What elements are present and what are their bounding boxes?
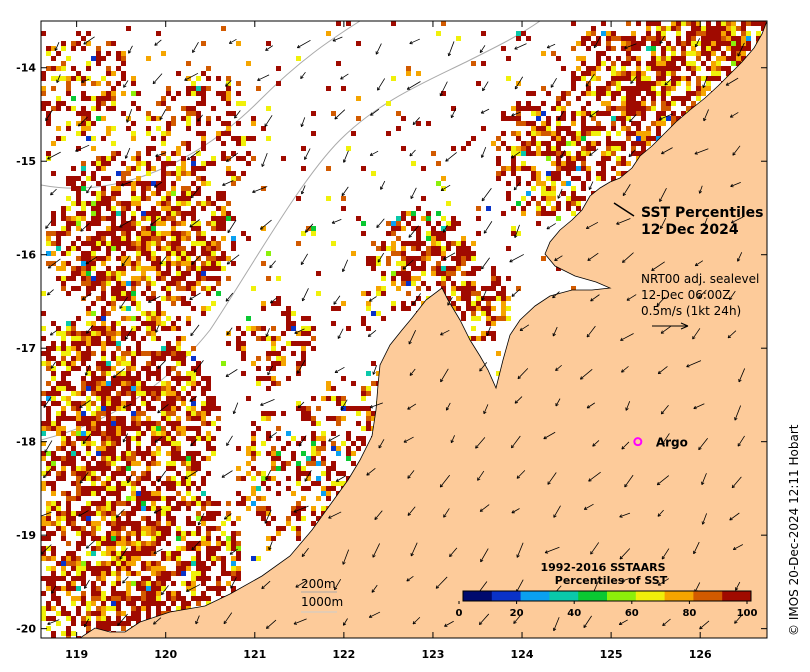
colorbar-swatch bbox=[549, 591, 579, 601]
lon-tick-label: 125 bbox=[600, 648, 623, 661]
lon-tick-label: 119 bbox=[65, 648, 88, 661]
colorbar-title-line1: 1992-2016 SSTAARS bbox=[540, 561, 665, 574]
current-arrows-layer bbox=[41, 35, 746, 632]
colorbar-tick-label: 20 bbox=[510, 608, 524, 619]
argo-float-marker bbox=[633, 437, 643, 447]
colorbar-swatch bbox=[463, 591, 493, 601]
imos-credit: © IMOS 20-Dec-2024 12:11 Hobart bbox=[787, 424, 801, 636]
lat-tick-label: -19 bbox=[16, 529, 36, 542]
lon-tick-label: 121 bbox=[243, 648, 266, 661]
longitude-axis: 119 120 121 122 123 124 125 126 bbox=[65, 21, 712, 661]
colorbar-tick-label: 60 bbox=[625, 608, 639, 619]
sst-pixel-layer bbox=[41, 21, 767, 638]
lat-tick-label: -14 bbox=[16, 62, 36, 75]
bathymetry-contour-1000m bbox=[41, 21, 541, 441]
lat-tick-label: -17 bbox=[16, 342, 36, 355]
lat-tick-label: -20 bbox=[16, 623, 36, 636]
colorbar-tick-label: 80 bbox=[682, 608, 696, 619]
latitude-axis: -14 -15 -16 -17 -18 -19 -20 bbox=[16, 62, 767, 636]
contour-label-200m: 200m bbox=[301, 577, 336, 591]
current-scale-arrow bbox=[652, 322, 689, 330]
lat-tick-label: -15 bbox=[16, 155, 36, 168]
colorbar: 0 20 40 60 80 100 bbox=[456, 590, 758, 619]
colorbar-swatch bbox=[635, 591, 666, 601]
colorbar-swatch bbox=[607, 591, 637, 601]
colorbar-tick-label: 100 bbox=[737, 608, 758, 619]
current-info-time: 12-Dec 06:00Z bbox=[641, 288, 730, 302]
map-title-line2: 12 Dec 2024 bbox=[641, 222, 739, 238]
lon-tick-label: 122 bbox=[332, 648, 355, 661]
colorbar-swatch bbox=[578, 591, 608, 601]
colorbar-swatch bbox=[664, 591, 694, 601]
colorbar-swatch bbox=[722, 591, 752, 601]
lon-tick-label: 123 bbox=[421, 648, 444, 661]
title-pointer bbox=[613, 202, 635, 217]
bathymetry-contour-200m bbox=[41, 21, 361, 189]
lon-tick-label: 120 bbox=[154, 648, 177, 661]
lat-tick-label: -16 bbox=[16, 249, 36, 262]
argo-label: Argo bbox=[656, 436, 688, 450]
contour-label-1000m: 1000m bbox=[301, 595, 343, 609]
colorbar-swatch bbox=[520, 591, 550, 601]
plot-frame bbox=[40, 20, 768, 639]
colorbar-title-line2: Percentiles of SST bbox=[555, 574, 668, 587]
colorbar-swatch bbox=[693, 591, 723, 601]
current-info-source: NRT00 adj. sealevel bbox=[641, 272, 759, 286]
lon-tick-label: 126 bbox=[689, 648, 712, 661]
map-title-line1: SST Percentiles bbox=[641, 205, 764, 221]
colorbar-tick-label: 40 bbox=[567, 608, 581, 619]
current-info-scale: 0.5m/s (1kt 24h) bbox=[641, 304, 741, 318]
colorbar-tick-label: 0 bbox=[456, 608, 463, 619]
land-mass-overlay bbox=[79, 21, 767, 638]
lat-tick-label: -18 bbox=[16, 436, 36, 449]
colorbar-swatch bbox=[491, 591, 522, 601]
lon-tick-label: 124 bbox=[511, 648, 534, 661]
